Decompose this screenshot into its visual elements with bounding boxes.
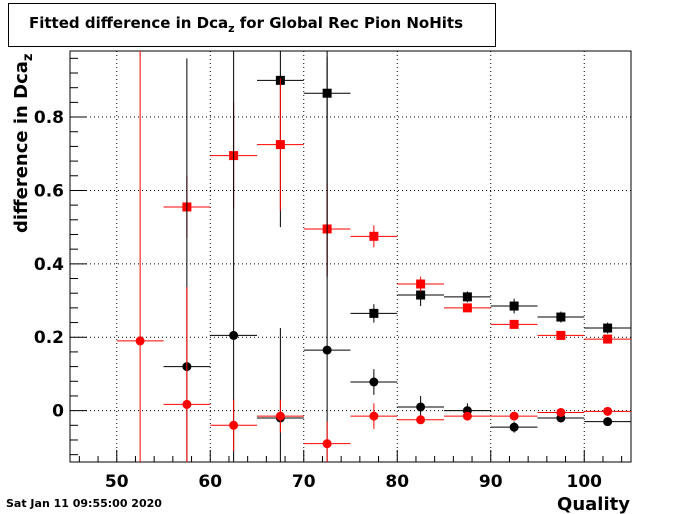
series-3 bbox=[163, 51, 631, 462]
y-tick-label: 0.6 bbox=[34, 181, 64, 201]
y-axis-label-main: difference in Dca bbox=[11, 61, 32, 233]
data-point-square bbox=[462, 303, 472, 313]
data-point-square bbox=[369, 231, 379, 241]
data-point-square bbox=[369, 308, 379, 318]
data-point-square bbox=[416, 279, 426, 289]
title-main: Fitted difference in Dca bbox=[29, 14, 229, 32]
data-point-circle bbox=[369, 411, 379, 421]
data-point-circle bbox=[603, 417, 613, 427]
y-tick-label: 0.4 bbox=[34, 255, 64, 275]
data-point-square bbox=[509, 301, 519, 311]
data-point-square bbox=[556, 330, 566, 340]
x-tick-label: 90 bbox=[479, 472, 503, 492]
x-tick-label: 70 bbox=[292, 472, 316, 492]
data-point-square bbox=[275, 140, 285, 150]
y-tick-label: 0.2 bbox=[34, 328, 64, 348]
y-tick-label: 0 bbox=[52, 402, 64, 422]
data-point-square bbox=[416, 290, 426, 300]
y-axis-label: difference in Dcaz bbox=[11, 54, 36, 233]
data-point-circle bbox=[462, 411, 472, 421]
data-point-circle bbox=[603, 406, 613, 416]
data-point-square bbox=[556, 312, 566, 322]
data-point-circle bbox=[509, 411, 519, 421]
x-tick-label: 80 bbox=[385, 472, 409, 492]
data-point-circle bbox=[182, 399, 192, 409]
chart-title: Fitted difference in Dcaz for Global Rec… bbox=[29, 14, 463, 35]
x-tick-label: 100 bbox=[567, 472, 603, 492]
data-point-circle bbox=[416, 415, 426, 425]
series-4 bbox=[116, 51, 631, 462]
title-rest: for Global Rec Pion NoHits bbox=[234, 14, 464, 32]
title-box: Fitted difference in Dcaz for Global Rec… bbox=[8, 3, 496, 47]
y-axis-label-sub: z bbox=[21, 54, 36, 62]
data-point-square bbox=[509, 319, 519, 329]
data-series bbox=[116, 51, 631, 462]
grid-lines bbox=[70, 51, 631, 462]
x-tick-label: 50 bbox=[105, 472, 129, 492]
data-point-circle bbox=[229, 420, 239, 430]
data-point-circle bbox=[322, 439, 332, 449]
data-point-circle bbox=[322, 345, 332, 355]
data-point-circle bbox=[229, 330, 239, 340]
x-tick-label: 60 bbox=[198, 472, 222, 492]
data-point-circle bbox=[275, 411, 285, 421]
data-point-square bbox=[462, 292, 472, 302]
plot-frame bbox=[69, 50, 632, 463]
data-point-square bbox=[603, 323, 613, 333]
y-tick-label: 0.8 bbox=[34, 108, 64, 128]
title-sub: z bbox=[228, 22, 235, 35]
data-point-circle bbox=[416, 402, 426, 412]
data-point-circle bbox=[509, 422, 519, 432]
data-point-circle bbox=[369, 377, 379, 387]
axes: 50 60 70 80 90 100 0 0.2 0.4 0.6 0.8 bbox=[34, 57, 623, 492]
data-point-circle bbox=[556, 407, 566, 417]
x-axis-label: Quality bbox=[557, 494, 630, 514]
timestamp: Sat Jan 11 09:55:00 2020 bbox=[6, 497, 162, 510]
data-point-square bbox=[603, 334, 613, 344]
data-point-circle bbox=[135, 336, 145, 346]
